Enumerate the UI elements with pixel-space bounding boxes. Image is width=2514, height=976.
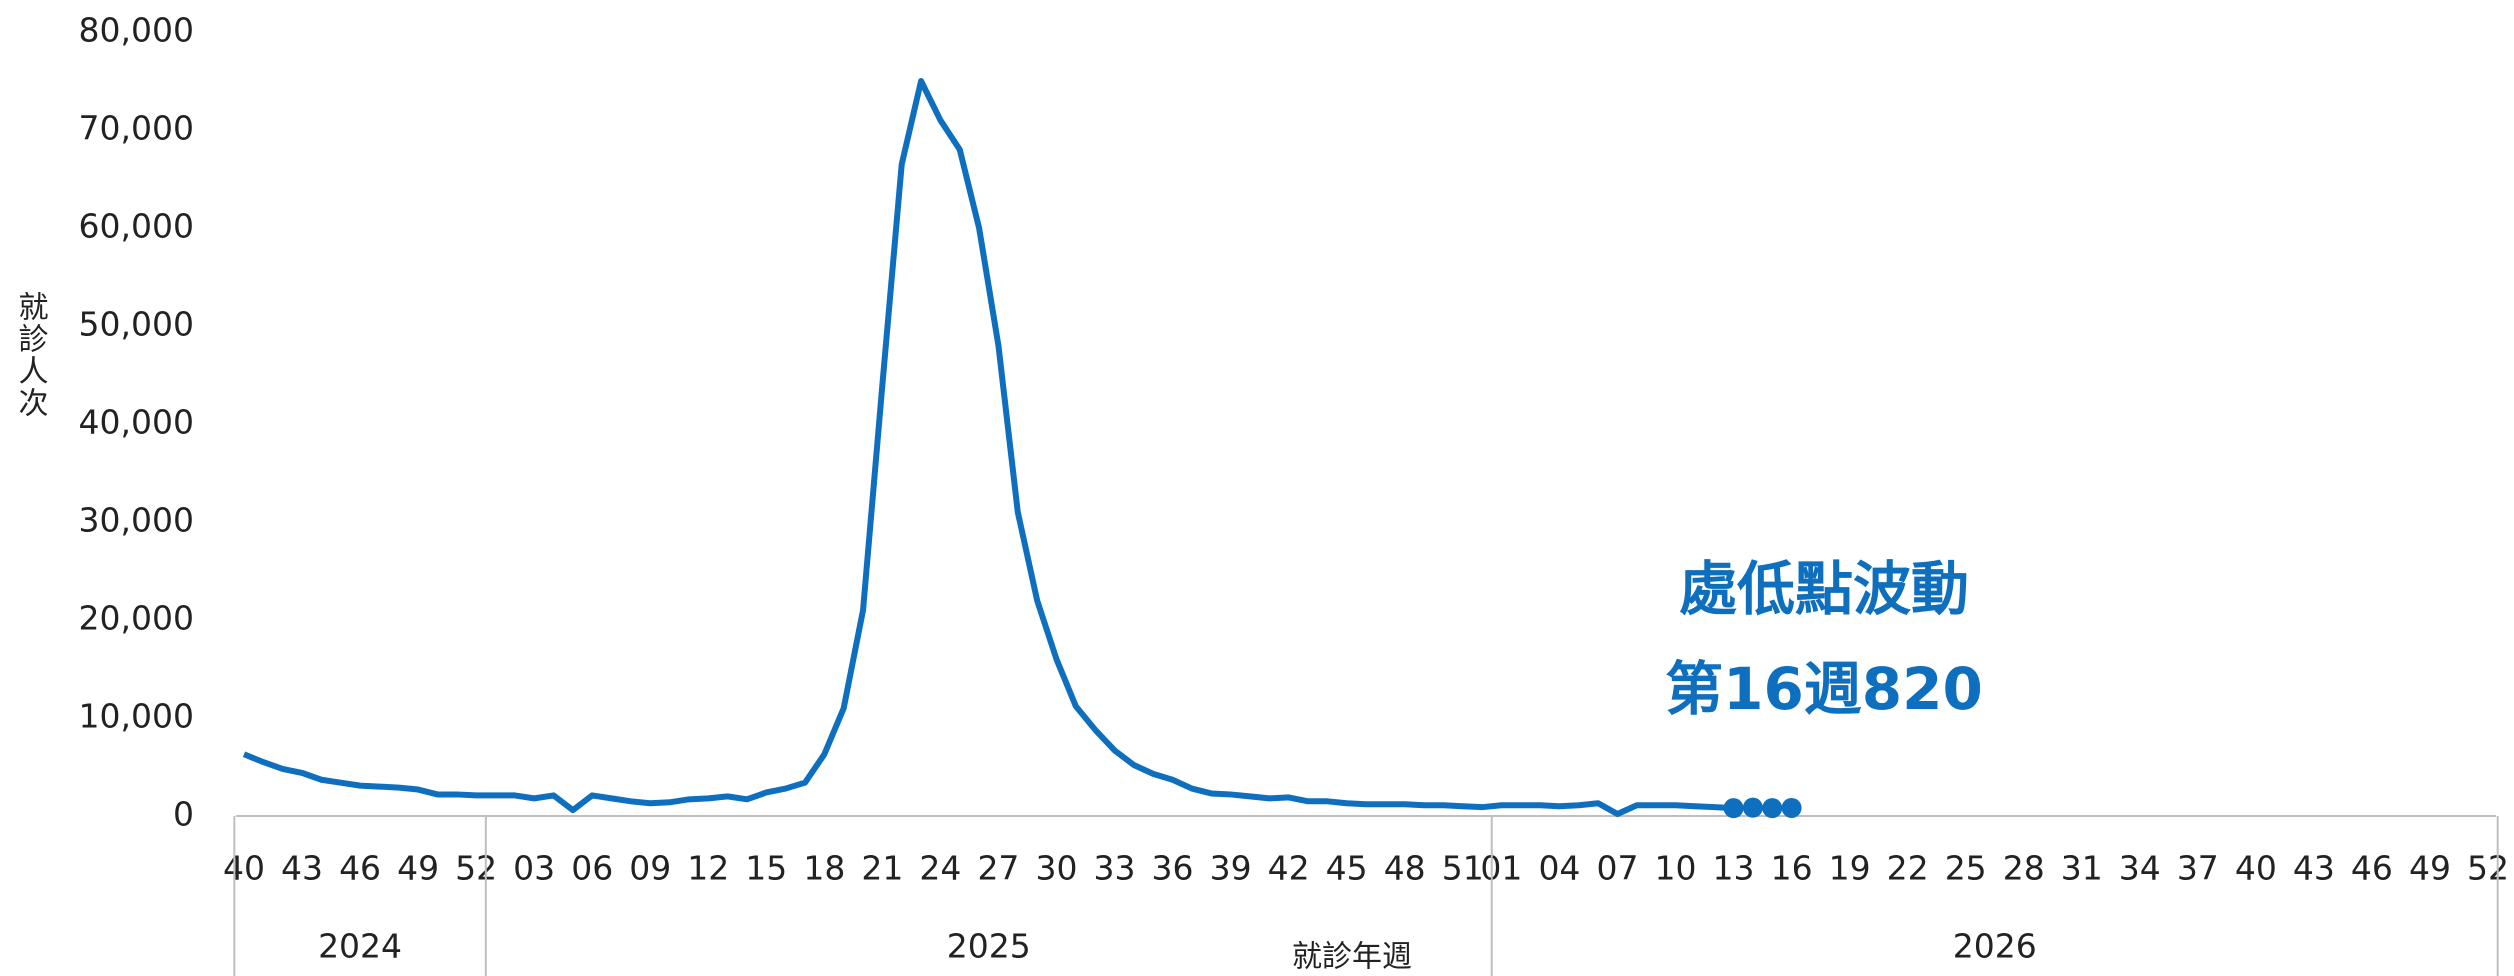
x-tick-label: 46 xyxy=(2351,849,2393,888)
x-tick-label: 31 xyxy=(2061,849,2103,888)
year-label: 2024 xyxy=(318,927,402,966)
x-tick-label: 21 xyxy=(861,849,903,888)
x-tick-label: 19 xyxy=(1829,849,1871,888)
x-tick-label: 04 xyxy=(1538,849,1580,888)
x-tick-label: 40 xyxy=(223,849,265,888)
x-tick-label: 09 xyxy=(629,849,671,888)
x-tick-label: 10 xyxy=(1655,849,1697,888)
x-tick-label: 42 xyxy=(1268,849,1310,888)
y-tick-label: 80,000 xyxy=(79,11,194,50)
y-tick-label: 70,000 xyxy=(79,109,194,148)
x-tick-label: 27 xyxy=(977,849,1019,888)
data-point xyxy=(1742,797,1763,818)
data-line xyxy=(242,78,1734,818)
x-tick-label: 24 xyxy=(919,849,961,888)
x-tick-label: 15 xyxy=(745,849,787,888)
y-tick-label: 20,000 xyxy=(79,599,194,638)
x-tick-label: 30 xyxy=(1035,849,1077,888)
x-tick-label: 52 xyxy=(455,849,497,888)
x-tick-label: 16 xyxy=(1771,849,1813,888)
x-tick-label: 51 xyxy=(1442,849,1484,888)
y-tick-label: 60,000 xyxy=(79,207,194,246)
data-point xyxy=(1781,797,1802,818)
x-tick-label: 07 xyxy=(1596,849,1638,888)
data-point xyxy=(1762,798,1783,819)
x-tick-label: 52 xyxy=(2467,849,2509,888)
y-axis-title: 就診人次 xyxy=(13,291,48,419)
x-tick-label: 28 xyxy=(2003,849,2045,888)
x-tick-label: 43 xyxy=(281,849,323,888)
x-tick-label: 33 xyxy=(1094,849,1136,888)
year-label: 2025 xyxy=(947,927,1031,966)
x-tick-label: 25 xyxy=(1945,849,1987,888)
y-tick-label: 40,000 xyxy=(79,403,194,442)
x-tick-label: 34 xyxy=(2119,849,2161,888)
x-tick-label: 03 xyxy=(513,849,555,888)
y-tick-label: 10,000 xyxy=(79,697,194,736)
x-tick-label: 49 xyxy=(2409,849,2451,888)
x-tick-label: 18 xyxy=(803,849,845,888)
y-tick-label: 30,000 xyxy=(79,501,194,540)
x-tick-label: 06 xyxy=(571,849,613,888)
x-tick-label: 40 xyxy=(2235,849,2277,888)
x-tick-label: 48 xyxy=(1384,849,1426,888)
x-tick-label: 37 xyxy=(2177,849,2219,888)
x-tick-label: 43 xyxy=(2293,849,2335,888)
x-tick-label: 36 xyxy=(1152,849,1194,888)
x-tick-label: 45 xyxy=(1326,849,1368,888)
data-point xyxy=(1723,798,1744,819)
x-tick-label: 46 xyxy=(339,849,381,888)
y-tick-label: 50,000 xyxy=(79,305,194,344)
y-tick-label: 0 xyxy=(173,795,194,834)
x-tick-label: 13 xyxy=(1713,849,1755,888)
annotation: 第16週820 xyxy=(1665,655,1983,723)
year-label: 2026 xyxy=(1953,927,2037,966)
x-tick-label: 39 xyxy=(1210,849,1252,888)
x-tick-label: 01 xyxy=(1480,849,1522,888)
x-axis-title: 就診年週 xyxy=(1292,940,1412,975)
x-tick-label: 49 xyxy=(397,849,439,888)
x-tick-label: 12 xyxy=(687,849,729,888)
annotation: 處低點波動 xyxy=(1679,555,1969,623)
x-tick-label: 22 xyxy=(1887,849,1929,888)
